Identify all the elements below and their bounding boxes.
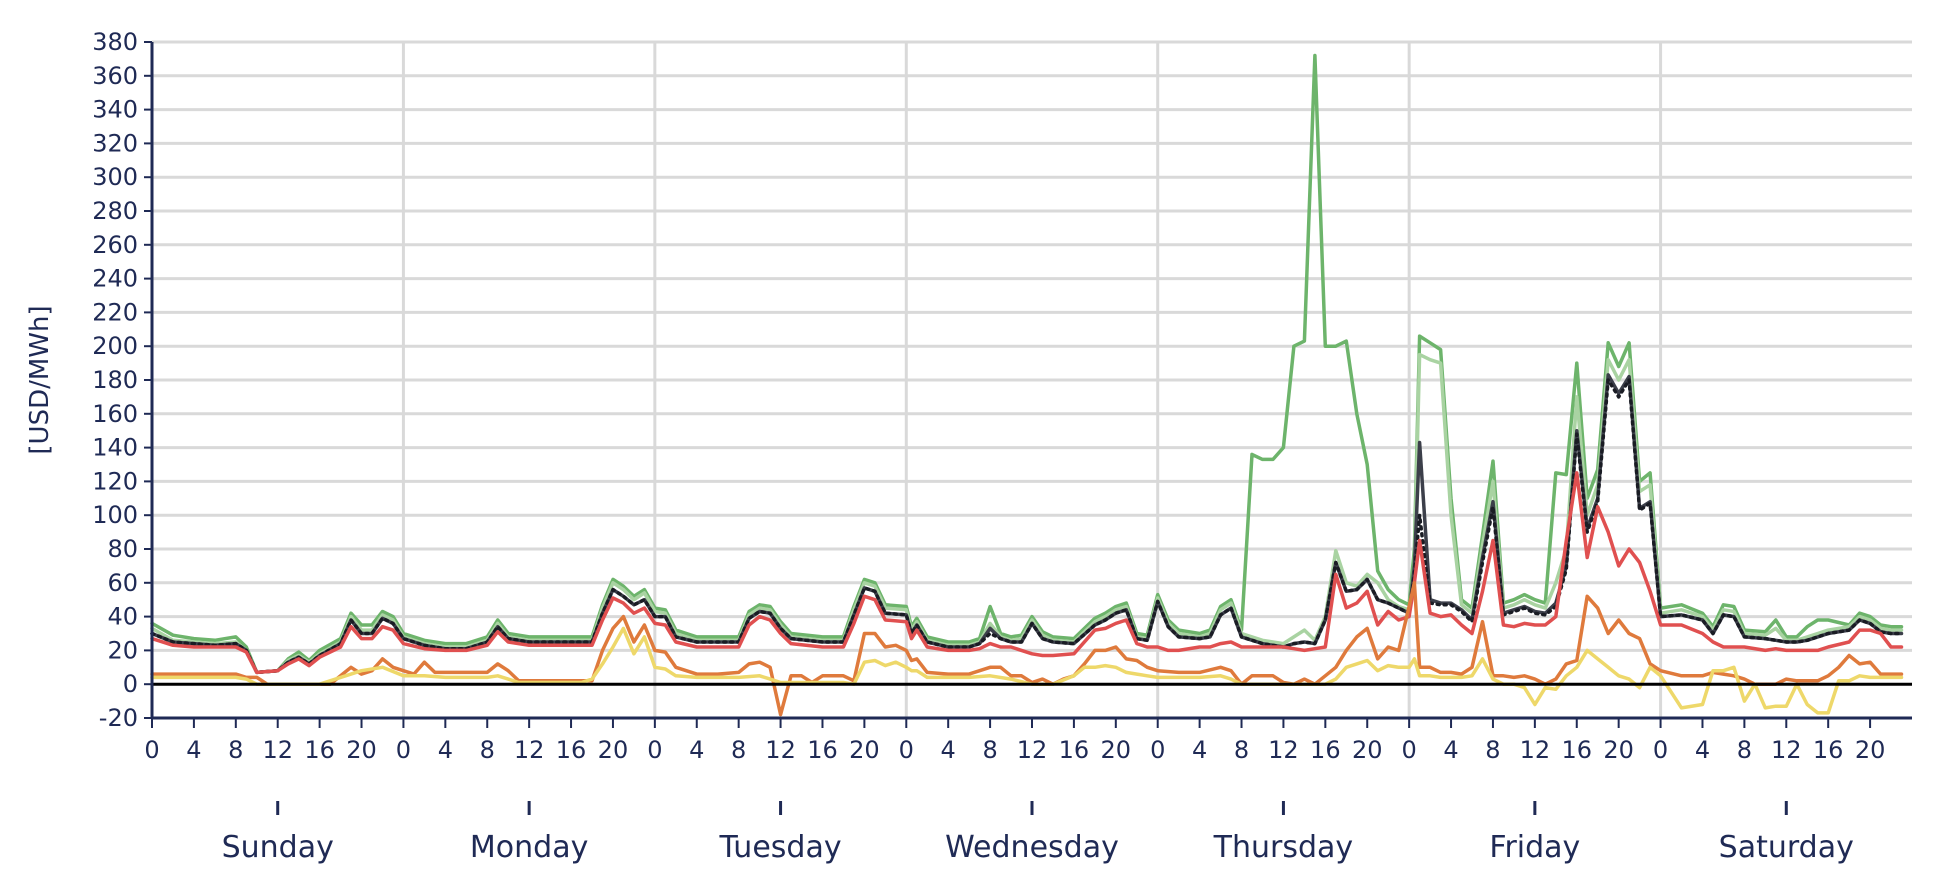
- x-tick-label: 8: [982, 736, 997, 764]
- x-tick-label: 0: [1150, 736, 1165, 764]
- y-tick-label: 380: [92, 28, 138, 56]
- x-tick-label: 4: [438, 736, 453, 764]
- x-tick-label: 4: [1192, 736, 1207, 764]
- y-tick-label: 160: [92, 400, 138, 428]
- y-tick-label: 0: [123, 670, 138, 698]
- x-tick-label: 20: [346, 736, 377, 764]
- x-tick-label: 4: [1695, 736, 1710, 764]
- x-tick-label: 8: [731, 736, 746, 764]
- y-tick-label: 40: [107, 603, 138, 631]
- series-line-5: [150, 471, 1904, 675]
- x-tick-label: 0: [144, 736, 159, 764]
- series-line-7: [150, 626, 1904, 715]
- x-tick-label: 16: [1561, 736, 1592, 764]
- x-tick-label: 12: [1771, 736, 1802, 764]
- x-tick-label: 16: [1813, 736, 1844, 764]
- x-tick-label: 0: [647, 736, 662, 764]
- x-tick-label: 12: [765, 736, 796, 764]
- axis-labels: -200204060801001201401601802002202402602…: [92, 28, 1885, 865]
- x-tick-label: 8: [1234, 736, 1249, 764]
- series-line-6: [150, 581, 1904, 717]
- x-tick-label: 4: [186, 736, 201, 764]
- y-tick-label: 300: [92, 163, 138, 191]
- x-tick-label: 8: [228, 736, 243, 764]
- x-tick-label: 12: [1268, 736, 1299, 764]
- x-tick-label: 20: [1855, 736, 1886, 764]
- day-label: Friday: [1489, 830, 1580, 865]
- x-tick-label: 16: [1059, 736, 1090, 764]
- y-tick-label: 220: [92, 298, 138, 326]
- x-tick-label: 16: [1310, 736, 1341, 764]
- x-tick-label: 0: [396, 736, 411, 764]
- x-tick-label: 0: [1402, 736, 1417, 764]
- series-lines: [150, 53, 1904, 717]
- x-tick-label: 20: [598, 736, 629, 764]
- day-label: Sunday: [222, 830, 334, 865]
- y-tick-label: -20: [99, 704, 138, 732]
- x-tick-label: 20: [1352, 736, 1383, 764]
- x-tick-label: 12: [1017, 736, 1048, 764]
- y-tick-label: 120: [92, 467, 138, 495]
- x-tick-label: 20: [849, 736, 880, 764]
- series-line-1: [150, 53, 1904, 675]
- x-tick-label: 4: [689, 736, 704, 764]
- y-tick-label: 360: [92, 62, 138, 90]
- x-tick-label: 16: [304, 736, 335, 764]
- axes: [144, 41, 1912, 815]
- x-tick-label: 12: [1520, 736, 1551, 764]
- day-label: Wednesday: [945, 830, 1119, 865]
- y-tick-label: 240: [92, 265, 138, 293]
- y-tick-label: 180: [92, 366, 138, 394]
- x-tick-label: 16: [556, 736, 587, 764]
- y-tick-label: 260: [92, 231, 138, 259]
- day-label: Monday: [470, 830, 588, 865]
- y-tick-label: 60: [107, 569, 138, 597]
- x-tick-label: 0: [1653, 736, 1668, 764]
- x-tick-label: 8: [1737, 736, 1752, 764]
- y-tick-label: 200: [92, 332, 138, 360]
- day-label: Tuesday: [719, 830, 842, 865]
- day-label: Thursday: [1213, 830, 1354, 865]
- series-line-4: [150, 378, 1904, 675]
- y-axis-title: [USD/MWh]: [25, 305, 55, 454]
- x-tick-label: 0: [899, 736, 914, 764]
- y-tick-label: 280: [92, 197, 138, 225]
- x-tick-label: 16: [807, 736, 838, 764]
- x-tick-label: 4: [1443, 736, 1458, 764]
- y-tick-label: 20: [107, 636, 138, 664]
- x-tick-label: 8: [1485, 736, 1500, 764]
- y-tick-label: 340: [92, 96, 138, 124]
- y-tick-label: 140: [92, 434, 138, 462]
- x-tick-label: 12: [262, 736, 293, 764]
- y-tick-label: 320: [92, 129, 138, 157]
- x-tick-label: 4: [941, 736, 956, 764]
- y-tick-label: 100: [92, 501, 138, 529]
- x-tick-label: 8: [480, 736, 495, 764]
- y-tick-label: 80: [107, 535, 138, 563]
- x-tick-label: 20: [1101, 736, 1132, 764]
- day-label: Saturday: [1719, 830, 1854, 865]
- x-tick-label: 20: [1603, 736, 1634, 764]
- x-tick-label: 12: [514, 736, 545, 764]
